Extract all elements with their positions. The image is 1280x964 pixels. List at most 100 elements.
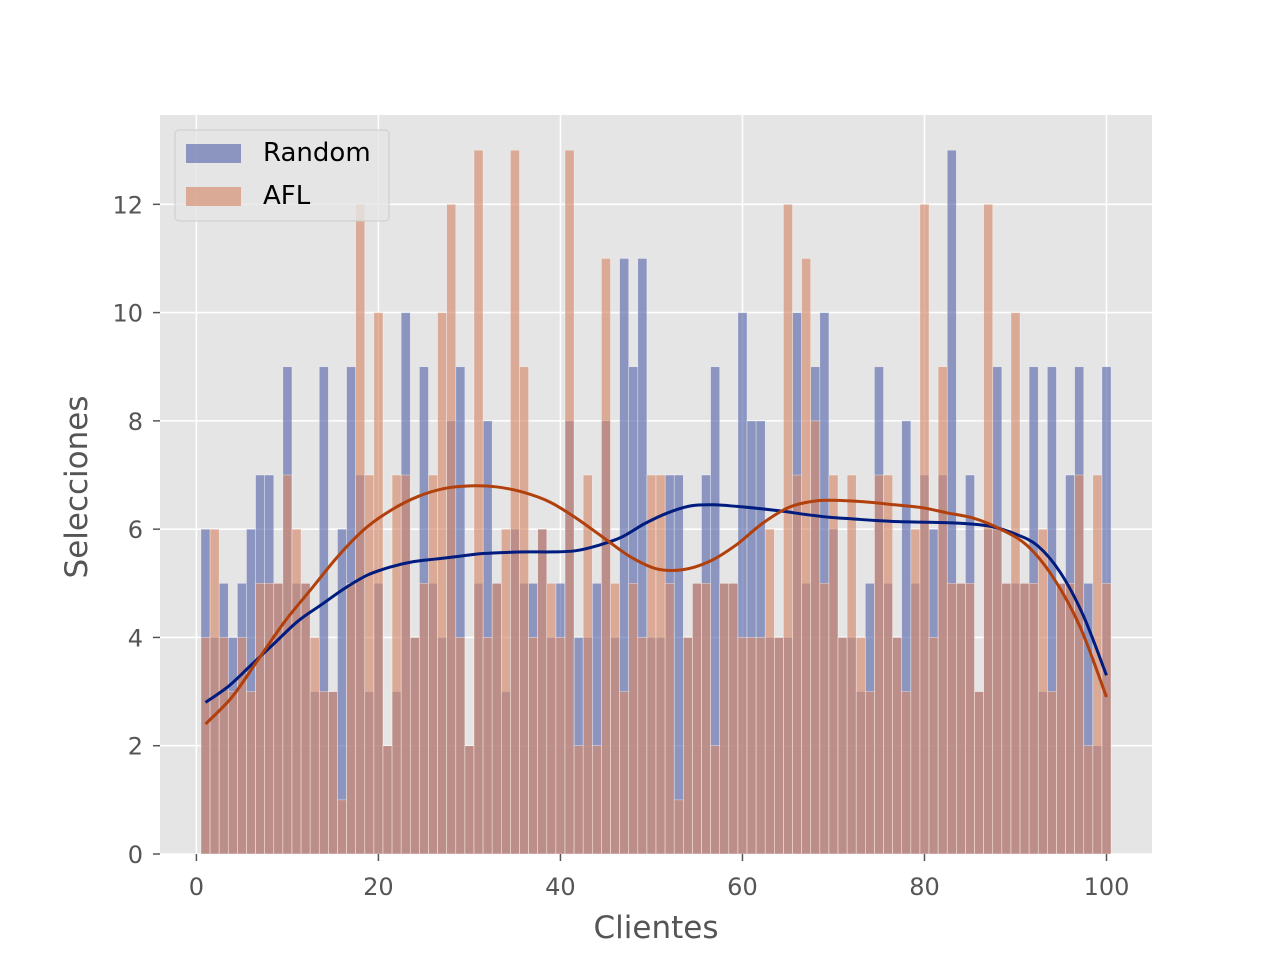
bar-afl-79 <box>910 528 921 855</box>
bar-afl-40 <box>555 637 566 855</box>
bar-afl-23 <box>400 474 411 855</box>
y-tick-label: 6 <box>128 516 143 544</box>
bar-afl-61 <box>746 637 757 855</box>
bar-afl-14 <box>318 691 329 855</box>
x-tick-label: 40 <box>545 873 576 901</box>
bar-afl-2 <box>209 528 220 855</box>
bar-afl-52 <box>664 583 675 855</box>
bar-afl-7 <box>255 583 265 855</box>
bar-afl-74 <box>865 691 875 855</box>
bar-afl-46 <box>610 583 620 855</box>
bar-afl-22 <box>391 474 402 855</box>
bar-afl-8 <box>264 583 275 855</box>
legend: Random AFL <box>174 129 390 222</box>
bar-afl-28 <box>446 204 457 855</box>
bar-afl-64 <box>774 637 784 855</box>
bar-afl-88 <box>992 528 1003 855</box>
legend-label-afl: AFL <box>263 181 311 211</box>
bar-afl-96 <box>1065 583 1075 855</box>
bar-afl-82 <box>937 366 948 855</box>
bar-afl-53 <box>673 799 684 855</box>
bar-afl-58 <box>719 583 730 855</box>
bar-afl-34 <box>500 528 511 855</box>
bar-afl-26 <box>428 474 438 855</box>
bar-afl-80 <box>919 204 930 855</box>
bar-afl-65 <box>783 204 793 855</box>
bar-afl-20 <box>373 312 384 855</box>
bar-afl-62 <box>755 637 766 855</box>
bar-afl-12 <box>300 583 311 855</box>
bar-afl-19 <box>364 474 375 855</box>
bar-afl-75 <box>874 474 884 855</box>
bar-afl-51 <box>655 474 666 855</box>
bar-afl-21 <box>382 745 393 855</box>
bar-afl-63 <box>764 528 775 855</box>
bar-afl-83 <box>946 583 957 855</box>
y-tick-label: 12 <box>112 191 143 219</box>
bar-afl-45 <box>601 258 611 855</box>
bar-afl-67 <box>801 258 812 855</box>
bar-afl-33 <box>491 583 502 855</box>
bar-afl-38 <box>537 528 548 855</box>
legend-swatch-random <box>186 144 241 163</box>
x-tick-label: 100 <box>1084 873 1130 901</box>
y-tick-label: 0 <box>128 841 143 869</box>
bars-afl <box>200 149 1112 855</box>
kde-line-afl <box>204 484 1108 726</box>
bar-afl-55 <box>692 583 702 855</box>
kde-line-random <box>204 503 1108 704</box>
bar-afl-27 <box>437 312 447 855</box>
bar-afl-49 <box>637 637 648 855</box>
x-axis: 0 20 40 60 80 100 <box>189 854 1130 901</box>
bar-afl-57 <box>710 745 721 855</box>
y-tick-label: 10 <box>112 300 143 328</box>
bar-afl-73 <box>855 637 866 855</box>
bar-afl-95 <box>1056 583 1066 855</box>
bar-afl-42 <box>573 745 584 855</box>
bar-afl-81 <box>928 637 939 855</box>
bar-afl-70 <box>828 474 839 855</box>
bar-afl-4 <box>227 691 238 855</box>
bar-afl-56 <box>701 583 711 855</box>
legend-swatch-afl <box>186 187 241 206</box>
bar-afl-35 <box>510 149 520 855</box>
bar-afl-54 <box>683 637 693 855</box>
bar-afl-15 <box>328 691 338 855</box>
bar-afl-93 <box>1037 528 1048 855</box>
bar-afl-39 <box>546 583 557 855</box>
bar-afl-6 <box>246 691 256 855</box>
bar-afl-77 <box>892 637 903 855</box>
bar-afl-31 <box>473 149 484 855</box>
bar-afl-84 <box>956 583 966 855</box>
bar-afl-85 <box>965 583 975 855</box>
bar-afl-98 <box>1083 745 1094 855</box>
bar-afl-36 <box>519 366 529 855</box>
bar-afl-76 <box>883 474 893 855</box>
bar-afl-91 <box>1019 583 1030 855</box>
bar-afl-48 <box>628 583 639 855</box>
kde-lines <box>204 484 1108 726</box>
bar-afl-37 <box>528 637 538 855</box>
bar-afl-16 <box>337 799 347 855</box>
x-tick-label: 0 <box>189 873 204 901</box>
y-axis-label: Selecciones <box>59 396 95 579</box>
bar-afl-3 <box>218 637 229 855</box>
bar-afl-69 <box>819 583 830 855</box>
y-tick-label: 8 <box>128 408 143 436</box>
x-tick-label: 80 <box>909 873 940 901</box>
bar-afl-87 <box>983 204 994 855</box>
bar-afl-97 <box>1074 474 1085 855</box>
bar-afl-10 <box>282 474 293 855</box>
bar-afl-59 <box>728 583 739 855</box>
bar-afl-41 <box>564 149 575 855</box>
bar-afl-32 <box>482 637 493 855</box>
y-tick-label: 2 <box>128 733 143 761</box>
bar-afl-94 <box>1047 691 1057 855</box>
bar-afl-24 <box>409 637 420 855</box>
bar-afl-60 <box>737 637 748 855</box>
bar-afl-66 <box>792 474 802 855</box>
bar-afl-100 <box>1101 583 1112 855</box>
bar-afl-90 <box>1010 312 1021 855</box>
